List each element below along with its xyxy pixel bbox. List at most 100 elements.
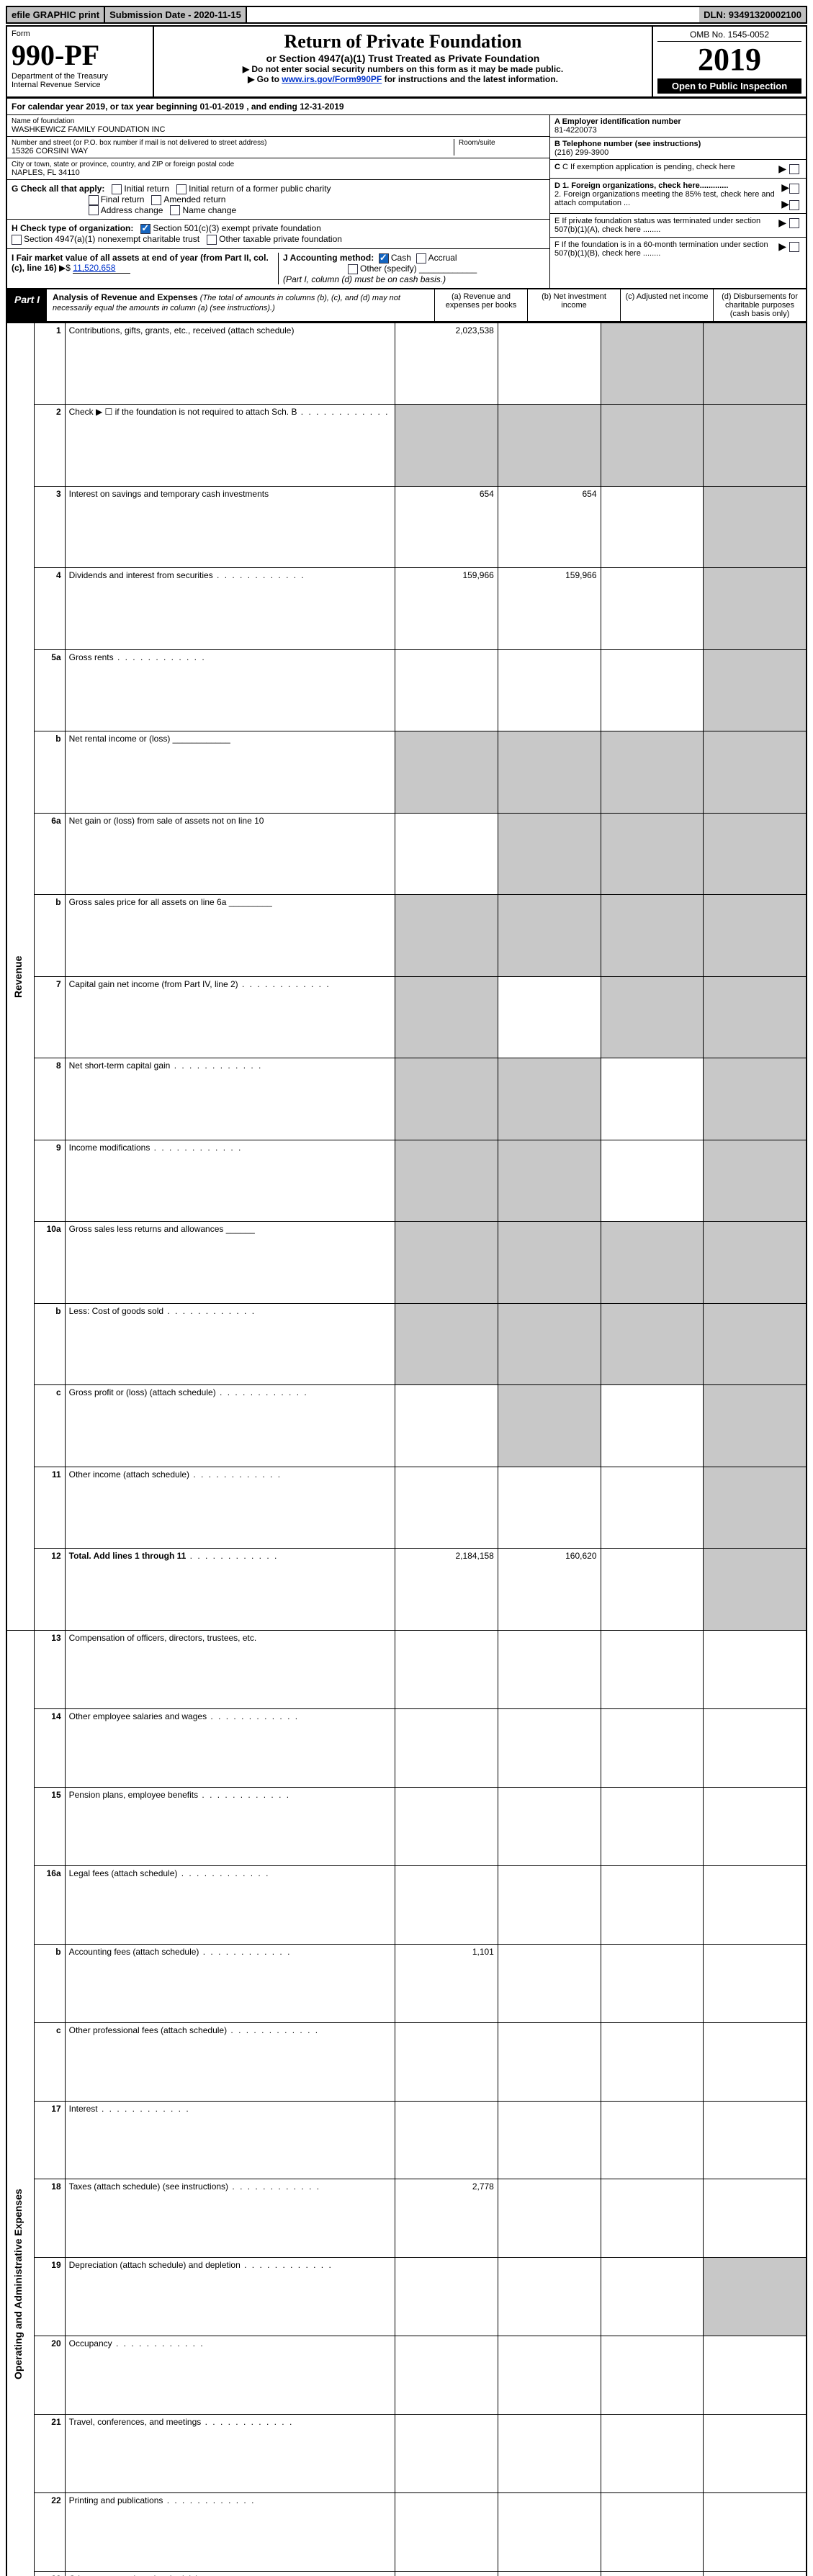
col-b-cell: 159,966 [498, 568, 601, 650]
row-number: 8 [35, 1058, 65, 1140]
col-d-cell [704, 731, 807, 814]
col-b-cell [498, 1058, 601, 1140]
table-row: Revenue1Contributions, gifts, grants, et… [6, 323, 807, 405]
row-desc: Gross rents [65, 649, 395, 731]
arrow-icon: ▶ [778, 240, 786, 253]
col-b-cell: 654 [498, 486, 601, 568]
col-c-cell [601, 895, 704, 977]
lbl-addr-change: Address change [101, 205, 163, 215]
col-b-cell [498, 1708, 601, 1787]
col-c-cell [601, 976, 704, 1058]
c-row: C C If exemption application is pending,… [550, 160, 806, 179]
check-d1[interactable] [789, 184, 799, 194]
table-row: 11Other income (attach schedule) [6, 1467, 807, 1549]
col-d-cell [704, 1303, 807, 1385]
col-b-cell [498, 976, 601, 1058]
check-addr-change[interactable] [89, 205, 99, 215]
row-number: 14 [35, 1708, 65, 1787]
col-d-cell [704, 1385, 807, 1467]
phone-label: B Telephone number (see instructions) [554, 140, 801, 148]
ein-value: 81-4220073 [554, 126, 801, 135]
row-number: 16a [35, 1865, 65, 1944]
col-c-cell [601, 1303, 704, 1385]
col-d-cell [704, 1549, 807, 1631]
row-number: 6a [35, 813, 65, 895]
col-c-cell [601, 649, 704, 731]
col-d-cell [704, 813, 807, 895]
row-desc: Check ▶ ☐ if the foundation is not requi… [65, 405, 395, 487]
check-other-tax[interactable] [207, 235, 217, 245]
check-final[interactable] [89, 195, 99, 205]
row-number: 19 [35, 2258, 65, 2336]
instr-goto-pre: ▶ Go to [248, 74, 282, 84]
col-b-head: (b) Net investment income [528, 289, 621, 321]
check-cash[interactable] [379, 253, 389, 264]
col-c-cell [601, 1058, 704, 1140]
col-c-cell [601, 731, 704, 814]
col-a-cell [395, 1787, 498, 1865]
col-b-cell [498, 1385, 601, 1467]
i-value: 11,520,658 [73, 263, 130, 274]
check-501c3[interactable] [140, 224, 151, 234]
city-field: City or town, state or province, country… [7, 158, 549, 180]
col-a-cell [395, 731, 498, 814]
row-desc: Net short-term capital gain [65, 1058, 395, 1140]
check-f[interactable] [789, 242, 799, 252]
check-d2[interactable] [789, 200, 799, 210]
arrow-icon: ▶ [778, 163, 786, 175]
tax-year: 2019 [657, 44, 801, 76]
row-desc: Gross sales price for all assets on line… [65, 895, 395, 977]
col-c-cell [601, 2572, 704, 2576]
col-c-cell [601, 1787, 704, 1865]
col-d-cell [704, 1944, 807, 2022]
g-label: G Check all that apply: [12, 184, 104, 194]
part1-header: Part I Analysis of Revenue and Expenses … [6, 289, 807, 323]
top-bar: efile GRAPHIC print Submission Date - 20… [6, 6, 807, 24]
col-a-cell [395, 649, 498, 731]
table-row: bGross sales price for all assets on lin… [6, 895, 807, 977]
city-state-zip: NAPLES, FL 34110 [12, 168, 545, 177]
check-amended[interactable] [151, 195, 161, 205]
check-initial[interactable] [112, 184, 122, 194]
addr-label: Number and street (or P.O. box number if… [12, 139, 454, 147]
table-row: 14Other employee salaries and wages [6, 1708, 807, 1787]
col-a-cell [395, 813, 498, 895]
col-b-cell [498, 2022, 601, 2101]
phone-field: B Telephone number (see instructions) (2… [550, 138, 806, 160]
row-desc: Net gain or (loss) from sale of assets n… [65, 813, 395, 895]
cal-mid: , and ending [246, 102, 300, 112]
table-row: 18Taxes (attach schedule) (see instructi… [6, 2179, 807, 2258]
table-row: 7Capital gain net income (from Part IV, … [6, 976, 807, 1058]
col-d-cell [704, 1630, 807, 1708]
irs: Internal Revenue Service [12, 81, 148, 89]
check-accrual[interactable] [416, 253, 426, 264]
col-d-cell [704, 2572, 807, 2576]
table-row: 3Interest on savings and temporary cash … [6, 486, 807, 568]
row-desc: Printing and publications [65, 2493, 395, 2572]
revenue-vlabel: Revenue [11, 325, 25, 1628]
row-number: 22 [35, 2493, 65, 2572]
row-number: b [35, 731, 65, 814]
check-other-method[interactable] [348, 264, 358, 274]
col-a-head: (a) Revenue and expenses per books [435, 289, 528, 321]
instr-link-line: ▶ Go to www.irs.gov/Form990PF for instru… [158, 74, 647, 84]
check-initial-former[interactable] [176, 184, 187, 194]
check-e[interactable] [789, 218, 799, 228]
instr-link[interactable]: www.irs.gov/Form990PF [282, 74, 382, 84]
check-name-change[interactable] [170, 205, 180, 215]
instr-goto-post: for instructions and the latest informat… [382, 74, 558, 84]
arrow-icon: ▶ [778, 217, 786, 229]
d-row: D 1. Foreign organizations, check here..… [550, 179, 806, 214]
col-b-cell [498, 2179, 601, 2258]
row-desc: Accounting fees (attach schedule) [65, 1944, 395, 2022]
check-c[interactable] [789, 164, 799, 174]
check-4947[interactable] [12, 235, 22, 245]
row-number: 23 [35, 2572, 65, 2576]
row-desc: Pension plans, employee benefits [65, 1787, 395, 1865]
col-d-cell [704, 2415, 807, 2493]
col-a-cell [395, 1303, 498, 1385]
col-a-cell [395, 1058, 498, 1140]
table-row: 9Income modifications [6, 1140, 807, 1222]
part1-label: Part I [7, 289, 47, 321]
col-b-cell [498, 2415, 601, 2493]
